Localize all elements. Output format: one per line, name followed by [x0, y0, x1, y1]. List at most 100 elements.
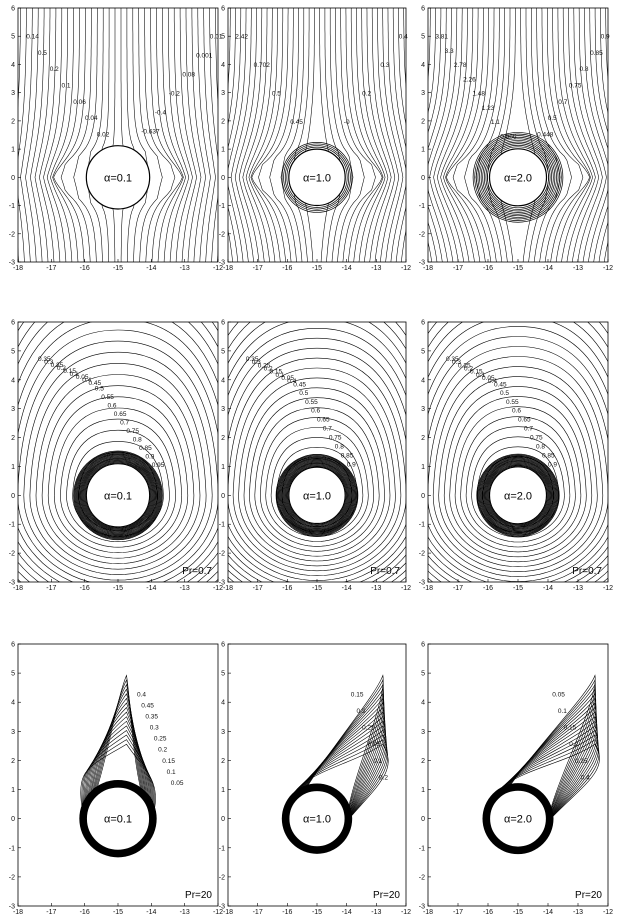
x-tick-label: -17 — [46, 265, 56, 272]
isotherm — [84, 716, 152, 826]
y-tick-label: 4 — [221, 62, 225, 69]
y-tick-label: -2 — [219, 874, 225, 881]
contour-label: 1.48 — [472, 91, 485, 98]
contour-label: 0.3 — [252, 359, 261, 366]
streamline — [428, 8, 442, 262]
isotherm — [84, 702, 152, 826]
y-tick-label: -2 — [419, 551, 425, 558]
x-tick-label: -15 — [312, 585, 322, 592]
contour-label: 2.42 — [235, 34, 248, 41]
streamline — [144, 8, 176, 262]
contour-label: 0.1 — [70, 371, 79, 378]
contour-label: 0.05 — [368, 741, 381, 748]
streamline — [179, 8, 197, 262]
streamline — [120, 8, 125, 262]
x-tick-label: -18 — [423, 585, 433, 592]
closed-streamline — [483, 143, 553, 212]
y-tick-label: 6 — [221, 320, 225, 327]
panel-streamlines-2: -18 -17 -16 -15 -14 -13 -12 -3 -2 -1 0 1 2 3 4 5 6 2.42 0.… — [219, 6, 411, 273]
y-tick-label: 0 — [221, 493, 225, 500]
streamline — [234, 8, 257, 262]
streamline — [98, 8, 110, 262]
y-tick-label: 3 — [221, 729, 225, 736]
streamline — [242, 8, 268, 262]
isotherm — [265, 427, 369, 542]
streamline — [111, 8, 116, 262]
y-tick-label: 1 — [421, 464, 425, 471]
y-tick-label: -1 — [9, 522, 15, 529]
isotherm — [228, 327, 406, 582]
boundary-layer — [481, 459, 555, 532]
y-tick-label: -2 — [419, 231, 425, 238]
streamline — [452, 8, 495, 262]
x-tick-label: -17 — [253, 585, 263, 592]
y-tick-label: 4 — [421, 700, 425, 707]
contour-label: 0.6 — [108, 403, 117, 410]
isotherm — [438, 376, 598, 568]
x-tick-label: -16 — [483, 909, 493, 916]
streamline — [18, 8, 21, 262]
contour-lines — [428, 322, 608, 582]
y-tick-label: -2 — [219, 231, 225, 238]
streamline — [440, 8, 474, 262]
contour-label: 0.9 — [145, 453, 154, 460]
isotherm — [460, 416, 576, 548]
streamline — [209, 8, 218, 262]
x-tick-label: -13 — [180, 265, 190, 272]
boundary-layer — [280, 458, 354, 533]
contour-label: -0 — [344, 119, 350, 126]
x-tick-label: -12 — [401, 909, 411, 916]
streamline — [350, 8, 384, 262]
boundary-layer — [479, 456, 557, 535]
y-tick-label: -1 — [219, 203, 225, 210]
x-tick-label: -12 — [401, 585, 411, 592]
axes-frame — [227, 7, 407, 263]
streamline — [167, 8, 190, 262]
isotherm — [41, 385, 195, 565]
isotherm — [60, 418, 176, 548]
contour-label: 0.5 — [95, 386, 104, 393]
contour-label: -0.4 — [155, 110, 167, 117]
y-tick-label: 1 — [221, 464, 225, 471]
isotherm — [238, 377, 396, 567]
x-tick-label: -12 — [213, 585, 223, 592]
y-tick-label: -2 — [9, 231, 15, 238]
alpha-label: α=2.0 — [504, 490, 532, 502]
y-tick-label: 1 — [421, 787, 425, 794]
contour-label: 0.08 — [182, 72, 195, 79]
contour-label: 0.1 — [62, 83, 71, 90]
y-tick-label: 5 — [421, 34, 425, 41]
y-tick-label: 5 — [221, 34, 225, 41]
streamline — [269, 8, 299, 262]
contour-label: 0.5 — [299, 390, 308, 397]
x-tick-label: -16 — [80, 585, 90, 592]
y-tick-label: 1 — [421, 147, 425, 154]
cylinder — [488, 789, 548, 848]
contour-label: 0.1 — [558, 708, 567, 715]
contour-label: 0.1 — [167, 769, 176, 776]
closed-streamline — [485, 144, 551, 210]
streamline — [150, 8, 183, 262]
contour-label: 0.5 — [548, 115, 557, 122]
boundary-layer — [477, 454, 559, 537]
y-tick-label: 3 — [421, 729, 425, 736]
y-tick-label: 3 — [11, 729, 15, 736]
y-tick-label: 6 — [11, 6, 15, 13]
contour-label: 0.8 — [335, 444, 344, 451]
contour-label: 0.1 — [476, 372, 485, 379]
contour-label: 0.35 — [38, 356, 51, 363]
streamline — [361, 8, 389, 262]
isotherm — [432, 366, 604, 573]
cylinder — [288, 789, 346, 848]
axes-frame — [17, 643, 219, 907]
contour-label: 1.23 — [482, 105, 495, 112]
contour-label: 0.5 — [38, 50, 47, 57]
isotherm — [84, 720, 152, 826]
isotherm — [287, 725, 387, 825]
contour-label: 0.05 — [552, 691, 565, 698]
x-tick-label: -14 — [543, 909, 553, 916]
isotherm — [84, 711, 152, 826]
streamline — [46, 8, 69, 262]
streamline — [584, 8, 608, 262]
y-tick-label: 2 — [221, 118, 225, 125]
